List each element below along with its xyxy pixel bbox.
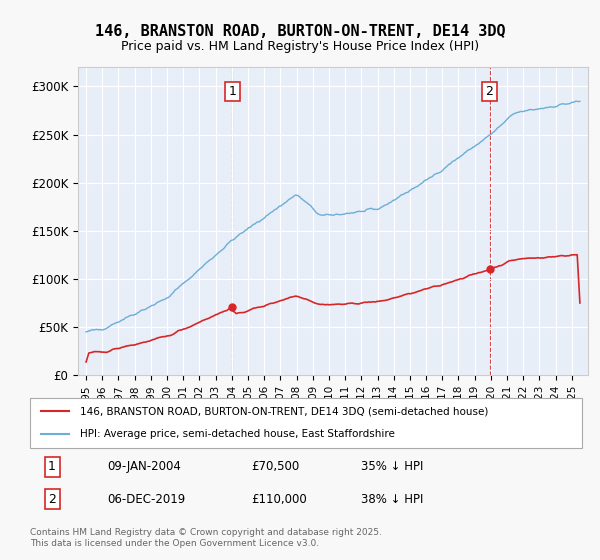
FancyBboxPatch shape — [30, 398, 582, 448]
Text: 2: 2 — [485, 85, 493, 98]
Text: 1: 1 — [229, 85, 236, 98]
Text: 35% ↓ HPI: 35% ↓ HPI — [361, 460, 424, 473]
Text: 09-JAN-2004: 09-JAN-2004 — [107, 460, 181, 473]
Text: 146, BRANSTON ROAD, BURTON-ON-TRENT, DE14 3DQ (semi-detached house): 146, BRANSTON ROAD, BURTON-ON-TRENT, DE1… — [80, 406, 488, 416]
Text: Price paid vs. HM Land Registry's House Price Index (HPI): Price paid vs. HM Land Registry's House … — [121, 40, 479, 53]
Text: 146, BRANSTON ROAD, BURTON-ON-TRENT, DE14 3DQ: 146, BRANSTON ROAD, BURTON-ON-TRENT, DE1… — [95, 24, 505, 39]
Text: 38% ↓ HPI: 38% ↓ HPI — [361, 493, 424, 506]
Text: Contains HM Land Registry data © Crown copyright and database right 2025.
This d: Contains HM Land Registry data © Crown c… — [30, 528, 382, 548]
Text: 2: 2 — [48, 493, 56, 506]
Text: £110,000: £110,000 — [251, 493, 307, 506]
Text: 1: 1 — [48, 460, 56, 473]
Text: 06-DEC-2019: 06-DEC-2019 — [107, 493, 185, 506]
Text: HPI: Average price, semi-detached house, East Staffordshire: HPI: Average price, semi-detached house,… — [80, 430, 395, 440]
Text: £70,500: £70,500 — [251, 460, 299, 473]
